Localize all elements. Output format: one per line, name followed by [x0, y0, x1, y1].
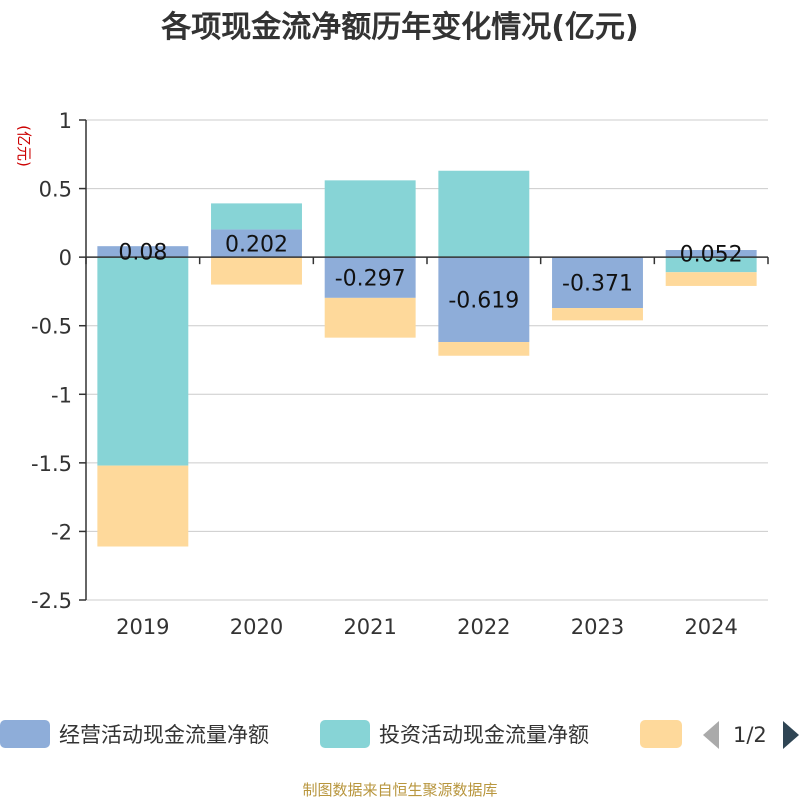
- x-tick-label-2020: 2020: [230, 615, 283, 639]
- y-tick-label: 0.5: [39, 178, 72, 202]
- legend-item-financing[interactable]: [640, 720, 682, 748]
- y-tick-label: 0: [59, 246, 72, 270]
- bar-s0-2023: [552, 257, 643, 309]
- y-tick-label: -1.5: [31, 452, 72, 476]
- y-tick-label: -2.5: [31, 589, 72, 613]
- legend-label-operating: 经营活动现金流量净额: [59, 723, 269, 747]
- bar-s0-2022: [438, 257, 530, 343]
- y-tick-label: -1: [51, 383, 72, 407]
- chart-title: 各项现金流净额历年变化情况(亿元): [160, 10, 638, 45]
- data-label-2024: 0.052: [680, 243, 743, 268]
- y-axis-unit: (亿元): [15, 125, 33, 167]
- data-label-2022: -0.619: [448, 289, 519, 314]
- x-tick-label-2022: 2022: [457, 615, 510, 639]
- data-label-2020: 0.202: [225, 232, 288, 257]
- x-tick-label-2023: 2023: [571, 615, 624, 639]
- x-tick-labels: 2019 2020 2021 2022 2023 2024: [116, 615, 738, 639]
- x-tick-label-2019: 2019: [116, 615, 169, 639]
- bar-s1-2019: [97, 257, 189, 466]
- bar-s1-2020: [211, 203, 302, 230]
- data-label-2019: 0.08: [118, 241, 167, 266]
- bar-s2-2021: [324, 297, 416, 338]
- bar-s2-2019: [97, 465, 189, 547]
- y-tick-label: -2: [51, 520, 72, 544]
- bar-s1-2022: [438, 170, 530, 258]
- legend-swatch-investing: [320, 720, 370, 748]
- legend-next-icon[interactable]: [783, 721, 799, 749]
- bar-s2-2023: [552, 308, 643, 321]
- bar-s0-2020: [211, 229, 302, 258]
- bar-s0-2021: [324, 257, 416, 298]
- bar-s2-2024: [665, 272, 757, 286]
- bar-s0-2024: [665, 250, 757, 258]
- bar-s1-2021: [324, 180, 416, 258]
- x-tick-label-2021: 2021: [343, 615, 396, 639]
- legend-item-operating[interactable]: 经营活动现金流量净额: [0, 720, 269, 748]
- x-tick-label-2024: 2024: [684, 615, 737, 639]
- legend-label-investing: 投资活动现金流量净额: [379, 723, 589, 747]
- legend: 经营活动现金流量净额 投资活动现金流量净额 1/2: [0, 720, 799, 749]
- axes: [79, 119, 769, 601]
- legend-prev-icon[interactable]: [703, 721, 719, 749]
- data-source: 制图数据来自恒生聚源数据库: [302, 781, 497, 799]
- data-label-2023: -0.371: [562, 272, 633, 297]
- y-tick-label: 1: [59, 109, 72, 133]
- y-tick-label: -0.5: [31, 315, 72, 339]
- bar-s1-2024: [665, 257, 757, 273]
- bar-s2-2022: [438, 342, 530, 356]
- legend-page-indicator: 1/2: [733, 723, 767, 747]
- legend-swatch-financing: [640, 720, 682, 748]
- bar-s2-2020: [211, 257, 302, 285]
- data-label-2021: -0.297: [335, 267, 406, 292]
- legend-swatch-operating: [0, 720, 50, 748]
- bars: [97, 170, 757, 547]
- data-labels: 0.08 0.202 -0.297 -0.619 -0.371 0.052: [118, 232, 742, 313]
- legend-item-investing[interactable]: 投资活动现金流量净额: [320, 720, 589, 748]
- bar-s0-2019: [97, 246, 189, 258]
- y-tick-labels: 1 0.5 0 -0.5 -1 -1.5 -2 -2.5: [31, 109, 72, 613]
